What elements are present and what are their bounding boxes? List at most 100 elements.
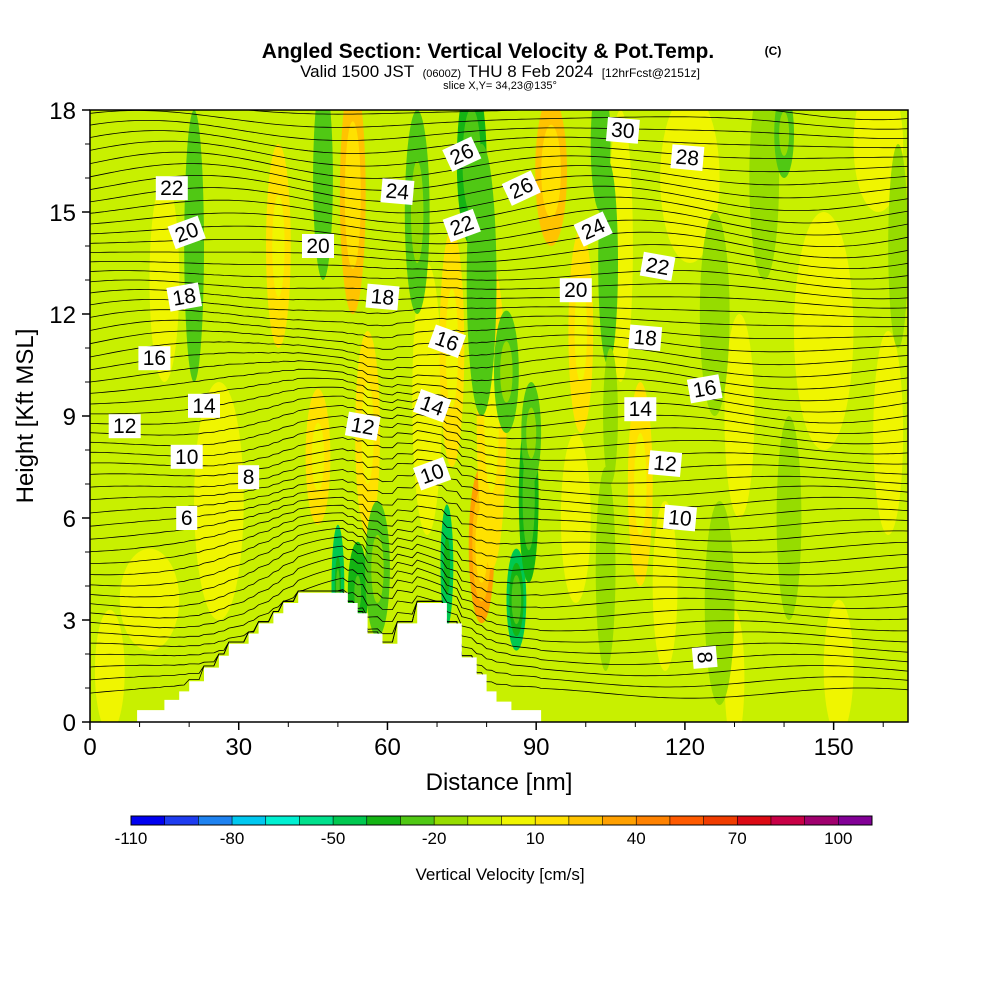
colorbar-segment [333,816,368,825]
contour-label: 16 [138,346,171,371]
contour-label: 20 [302,234,334,258]
colorbar-segment [535,816,570,825]
contour-label-bg [427,324,467,358]
contour-label-text: 12 [113,415,136,438]
downdraft-level [704,501,735,705]
contour-label: 12 [648,450,683,477]
x-tick-label: 120 [665,734,705,761]
x-tick-label: 60 [374,734,401,761]
colorbar-label: Vertical Velocity [cm/s] [415,865,584,884]
downdraft-cell [521,382,542,484]
colorbar-segment [366,816,401,825]
downdraft-level [603,212,614,314]
y-axis: 0 3 6 9 12 15 18 [49,98,90,737]
subtitle-utc: (0600Z) [423,68,462,80]
contour-label-bg [559,278,592,303]
colorbar-tick-label: 70 [728,829,747,848]
theta-contour-line [90,437,908,475]
updraft-cell [119,548,180,651]
theta-contour-line [90,174,908,203]
x-tick-label: 30 [225,734,252,761]
downdraft-level [699,212,730,416]
contour-label-bg [166,282,203,312]
theta-contour-line [90,185,908,214]
updraft-cell [94,609,125,722]
updraft-level [724,314,755,518]
contour-label-bg [648,450,683,477]
contour-label: 12 [344,411,381,441]
theta-contour-line [90,360,908,390]
theta-contour-line [90,309,908,328]
theta-contour-line [90,545,908,609]
theta-contour-line [90,504,908,553]
colorbar-segment [669,816,704,825]
contour-label: 10 [170,444,203,469]
colorbar-segment [131,816,165,825]
downdraft-level [445,548,449,583]
contour-label-bg [188,393,220,418]
contour-label-bg [365,283,400,311]
theta-contour-line [90,319,908,340]
contour-label-text: 16 [691,376,718,403]
downdraft-level [411,161,424,263]
subtitle-forecast: [12hrFcst@2151z] [602,66,700,80]
downdraft-cell [704,501,735,705]
contour-label: 20 [559,278,592,303]
contour-label-text: 10 [667,506,692,531]
colorbar-segment [770,816,805,825]
theta-contour-line [90,590,908,665]
theta-contour-line [90,151,908,179]
contour-label-bg [138,346,171,371]
terrain [90,592,908,722]
contour-label-text: 8 [243,466,255,489]
theta-contour-line [90,299,908,318]
contour-label-text: 14 [629,398,653,421]
x-axis-label: Distance [nm] [426,769,573,796]
contour-label-text: 20 [306,235,329,258]
contour-label: 28 [670,144,705,171]
theta-contour-line [90,269,908,290]
updraft-cell [266,144,291,348]
theta-contour-line [90,377,908,413]
contour-label-text: 18 [370,285,395,310]
colorbar-segment [703,816,738,825]
theta-contour-line [90,279,908,300]
contour-label: 18 [166,282,203,312]
colorbar-tick-label: -110 [115,829,148,848]
theta-contour-line [90,140,908,167]
updraft-level [272,195,285,297]
theta-contour-line [90,219,908,248]
downdraft-cell [888,144,908,348]
x-tick-label: 90 [523,734,550,761]
y-tick-label: 12 [49,302,76,329]
downdraft-cell [749,110,780,280]
contour-label-bg [170,444,203,469]
potential-temperature-contours [90,110,908,699]
theta-contour-line [90,110,908,130]
updraft-level [823,599,854,722]
contour-label-bg [412,457,452,491]
theta-contour-line [90,368,908,402]
downdraft-level [526,407,537,459]
colorbar-segment [501,816,536,825]
downdraft-cell [595,467,616,671]
contour-label: 14 [188,393,220,418]
theta-contour-line [90,536,908,598]
colorbar-tick-label: -50 [321,829,346,848]
updraft-level [119,548,180,651]
colorbar: -110 -80 -50 -20 10 40 70 100 [115,815,873,848]
y-tick-label: 6 [63,506,76,533]
contour-label-bg [108,414,141,439]
updraft-level [652,501,678,671]
contour-label-bg [670,144,705,171]
colorbar-segment [737,816,772,825]
contour-label-text: 20 [564,279,587,302]
theta-contour-line [90,405,908,445]
contour-label-text: 10 [175,446,198,469]
contour-label-bg [380,178,415,205]
contour-label-text: 14 [192,395,216,418]
downdraft-cell [404,110,430,314]
contour-label-text: 8 [692,651,716,665]
downdraft-level [776,416,802,620]
